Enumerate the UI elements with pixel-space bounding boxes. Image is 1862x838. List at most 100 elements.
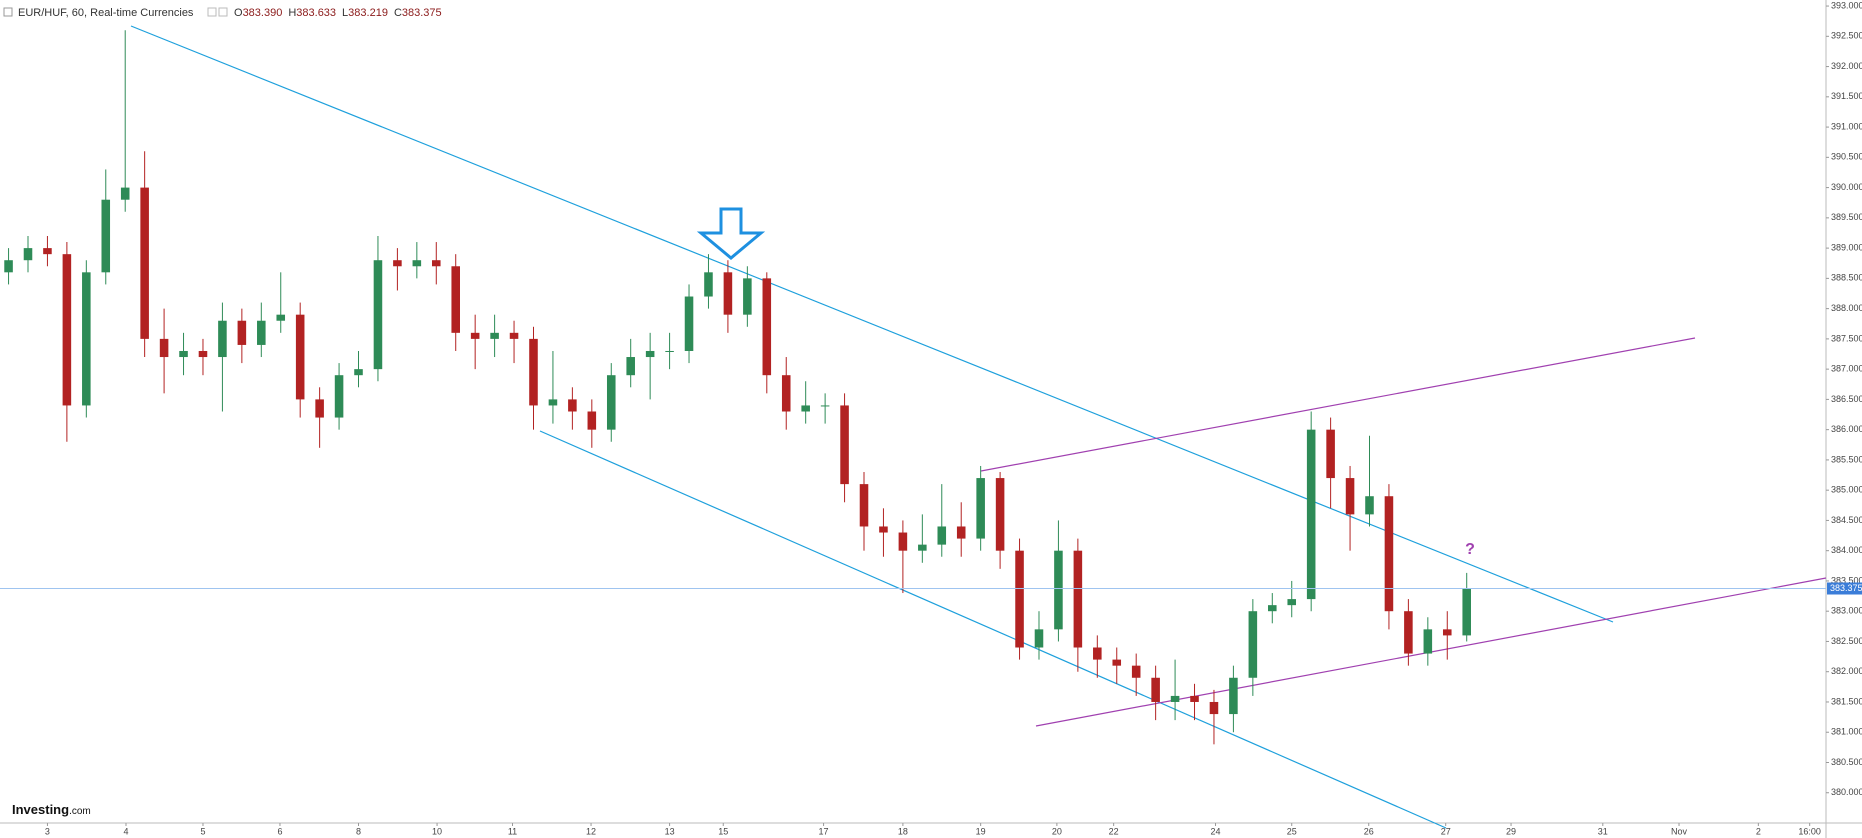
arrow-drawing [696,207,766,260]
candle-body [334,375,344,418]
candle-body [1229,677,1238,715]
candle-body [412,260,422,267]
candle-body [898,532,908,551]
candle-body [606,375,616,430]
candle-body [645,350,655,358]
candle-body [995,478,1005,551]
candle-body [432,260,441,267]
y-tick-label: 388.500 [1831,273,1862,283]
candle-body [120,187,130,200]
x-tick-label: 31 [1598,826,1608,836]
y-tick-label: 383.000 [1831,606,1862,616]
candle-body [859,484,869,527]
ohlc-label: L [342,7,348,19]
y-tick-label: 381.500 [1831,696,1862,706]
y-tick-label: 389.000 [1831,242,1862,252]
ohlc-label: O [234,7,243,19]
x-tick-label: 22 [1109,826,1119,836]
x-tick-label: 26 [1364,826,1374,836]
collapse-icon[interactable] [3,7,13,17]
candle-body [1190,695,1199,702]
candle-body [840,405,849,485]
candle-body [1287,599,1297,606]
x-tick-label: 16:00 [1798,826,1821,836]
candle-body [684,296,694,351]
candle-body [159,338,169,358]
annotation: ? [1465,541,1475,558]
ohlc-value: 383.375 [402,7,442,19]
ohlc-value: 383.219 [348,7,388,19]
trend-line [980,337,1696,472]
candle-body [451,266,460,333]
candle-body [1365,496,1374,515]
watermark-suffix: .com [69,806,91,817]
candle-body [62,254,72,406]
ohlc-label: C [394,7,402,19]
candle-body [1462,588,1471,636]
candle-body [295,314,305,400]
candle-body [470,332,480,339]
candle-body [1034,629,1044,648]
y-tick-label: 381.000 [1831,727,1862,737]
candle-body [529,338,538,406]
candle-body [257,320,266,345]
candle-body [1306,429,1316,600]
x-tick-label: 4 [123,826,128,836]
candle-body [218,320,227,358]
candle-body [276,314,286,321]
candle-body [976,478,985,539]
y-tick-label: 383.500 [1831,575,1862,585]
candle-body [879,526,888,533]
y-tick-label: 390.000 [1831,182,1862,192]
candle-body [1209,701,1219,715]
candle-body [937,526,947,545]
candle-body [743,278,752,315]
y-tick-label: 391.500 [1831,91,1862,101]
last-price-box [1827,582,1862,595]
candle-body [1384,496,1394,612]
y-tick-label: 384.500 [1831,515,1862,525]
candle-body [918,544,927,551]
x-tick-label: 19 [976,826,986,836]
ohlc-text: O383.390 H383.633 L383.219 C383.375 [234,7,442,19]
candle-body [801,405,810,412]
y-tick-label: 386.500 [1831,394,1862,404]
settings-icon[interactable] [218,7,228,17]
y-tick-label: 382.000 [1831,666,1862,676]
x-tick-label: 2 [1756,826,1761,836]
candle-body [820,405,830,407]
candle-body [4,260,13,273]
y-tick-label: 392.000 [1831,61,1862,71]
candle-body [1404,611,1413,654]
candle-body [1093,647,1102,660]
settings-icon[interactable] [207,7,217,17]
y-tick-label: 385.500 [1831,454,1862,464]
x-tick-label: 5 [200,826,205,836]
candle-body [568,399,577,412]
x-tick-label: 13 [665,826,675,836]
candle-body [354,369,363,376]
watermark-brand: Investing [12,802,69,817]
x-tick-label: 25 [1287,826,1297,836]
candle-body [23,248,33,261]
candle-body [1345,478,1355,515]
x-tick-label: 29 [1506,826,1516,836]
x-tick-label: 10 [432,826,442,836]
candle-body [587,411,597,430]
x-tick-label: 11 [508,826,517,836]
candle-body [762,278,772,376]
y-tick-label: 382.500 [1831,636,1862,646]
x-tick-label: 20 [1052,826,1062,836]
y-tick-label: 384.000 [1831,545,1862,555]
candle-body [237,320,247,345]
x-tick-label: 17 [819,826,829,836]
candle-body [101,199,111,273]
ohlc-values: O383.390 H383.633 L383.219 C383.375 [234,7,442,19]
candle-body [704,272,713,297]
candle-body [1015,550,1024,648]
candle-body [1151,677,1160,702]
candle-body [373,260,383,370]
